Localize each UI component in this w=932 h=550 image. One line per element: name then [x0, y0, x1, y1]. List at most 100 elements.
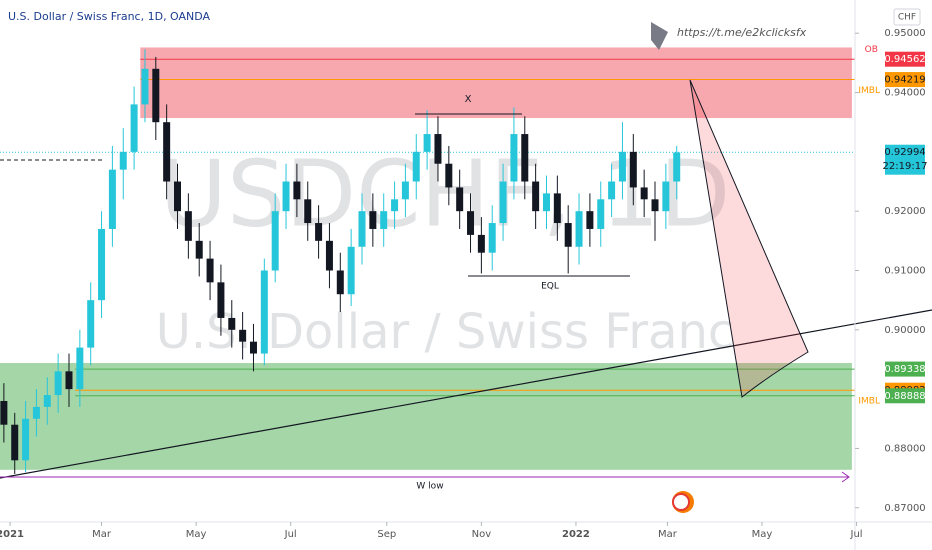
- candle-body: [445, 163, 453, 188]
- y-tick-label: 0.88000: [884, 443, 925, 454]
- candle-body: [662, 181, 670, 212]
- price-label: 0.89338: [884, 364, 925, 375]
- candle-body: [434, 134, 442, 164]
- price-label-box: [885, 72, 925, 88]
- candle-body: [271, 211, 279, 271]
- link[interactable]: https://t.me/e2kclicksfx: [677, 26, 807, 39]
- candle-body: [575, 211, 583, 247]
- candle-body: [249, 341, 257, 354]
- candle-body: [228, 317, 236, 330]
- candle-body: [0, 400, 8, 425]
- candle-body: [369, 211, 377, 229]
- candle-body: [54, 371, 62, 396]
- price-label-box: [885, 361, 925, 377]
- candle-body: [22, 418, 30, 461]
- candle-body: [282, 181, 290, 212]
- candle-body: [87, 300, 95, 348]
- x-tick-label: 2022: [562, 529, 590, 540]
- price-label: 0.92994: [884, 147, 925, 158]
- candle-body: [347, 246, 355, 295]
- candle-body: [32, 406, 40, 419]
- candle-body: [521, 134, 529, 182]
- w-low-label: W low: [416, 482, 443, 492]
- candle-body: [152, 68, 160, 123]
- zone: [140, 47, 852, 119]
- y-tick-label: 0.87000: [884, 503, 925, 514]
- price-label: 0.88888: [884, 391, 925, 402]
- candle-body: [358, 211, 366, 247]
- x-tick-label: Jul: [850, 529, 863, 540]
- candle-body: [119, 151, 127, 170]
- candle-body: [206, 258, 214, 283]
- candle-body: [108, 169, 116, 229]
- zone-label: OB: [865, 45, 878, 55]
- candle-body: [130, 104, 138, 152]
- candle-body: [618, 151, 626, 182]
- candle-body: [629, 151, 637, 188]
- candle-body: [477, 234, 485, 253]
- currency-box: [893, 8, 921, 26]
- candle-body: [163, 122, 171, 182]
- levels: IMBL IMBL: [0, 58, 880, 407]
- candle-body: [293, 181, 301, 200]
- candle-body: [597, 199, 605, 229]
- zone: [0, 363, 852, 470]
- candle-body: [380, 211, 388, 229]
- trendline: [0, 309, 932, 479]
- event-icon-inner: [672, 493, 690, 511]
- candle-body: [401, 181, 409, 200]
- candle-body: [423, 134, 431, 152]
- x-tick-label: May: [752, 529, 773, 540]
- candle-body: [651, 199, 659, 212]
- x-tick-label: Nov: [472, 529, 492, 540]
- axes: 0.94562 0.94219 0.92994 22:19:17 0.89338 0.88…: [0, 28, 927, 540]
- price-label-box: [885, 51, 925, 67]
- currency: CHF: [898, 13, 916, 23]
- candle-body: [608, 181, 616, 200]
- candle-body: [65, 371, 73, 390]
- chart-title: U.S. Dollar / Swiss Franc, 1D, OANDA: [8, 10, 211, 23]
- x-tick-label: 2021: [0, 529, 24, 540]
- price-label-box: [885, 144, 925, 175]
- y-tick-label: 0.95000: [884, 28, 925, 39]
- level-label: IMBL: [858, 397, 880, 407]
- candle-body: [76, 347, 84, 390]
- level-label: IMBL: [858, 86, 880, 96]
- y-tick-label: 0.94000: [884, 88, 925, 99]
- y-tick-label: 0.92000: [884, 206, 925, 217]
- price-label: 0.94219: [884, 75, 925, 86]
- eql-label: EQL: [541, 282, 559, 292]
- candle-body: [564, 223, 572, 247]
- candle-body: [195, 240, 203, 259]
- candle-body: [217, 282, 225, 318]
- candle-body: [542, 193, 550, 212]
- candle-body: [553, 193, 561, 224]
- candle-body: [456, 187, 464, 212]
- x-tick-label: Jul: [284, 529, 297, 540]
- projection-shape: [689, 79, 809, 398]
- candle-body: [43, 395, 51, 407]
- candle-body: [673, 152, 681, 182]
- candle-body: [325, 240, 333, 271]
- candle-body: [499, 181, 507, 224]
- candle-body: [11, 424, 19, 461]
- candle-body: [260, 270, 268, 354]
- candle-body: [174, 181, 182, 212]
- price-label: 0.94562: [884, 54, 925, 65]
- candle-body: [141, 68, 149, 105]
- candle-body: [315, 223, 323, 241]
- candle-body: [184, 211, 192, 241]
- countdown: 22:19:17: [883, 161, 928, 172]
- candle-body: [304, 199, 312, 224]
- candle-body: [467, 211, 475, 235]
- y-tick-label: 0.91000: [884, 265, 925, 276]
- x-label: X: [465, 94, 472, 105]
- candle-body: [391, 199, 399, 212]
- x-tick-label: Sep: [377, 529, 396, 540]
- candle-body: [532, 181, 540, 212]
- candle-body: [412, 151, 420, 182]
- candle-body: [336, 270, 344, 295]
- candle-body: [586, 211, 594, 229]
